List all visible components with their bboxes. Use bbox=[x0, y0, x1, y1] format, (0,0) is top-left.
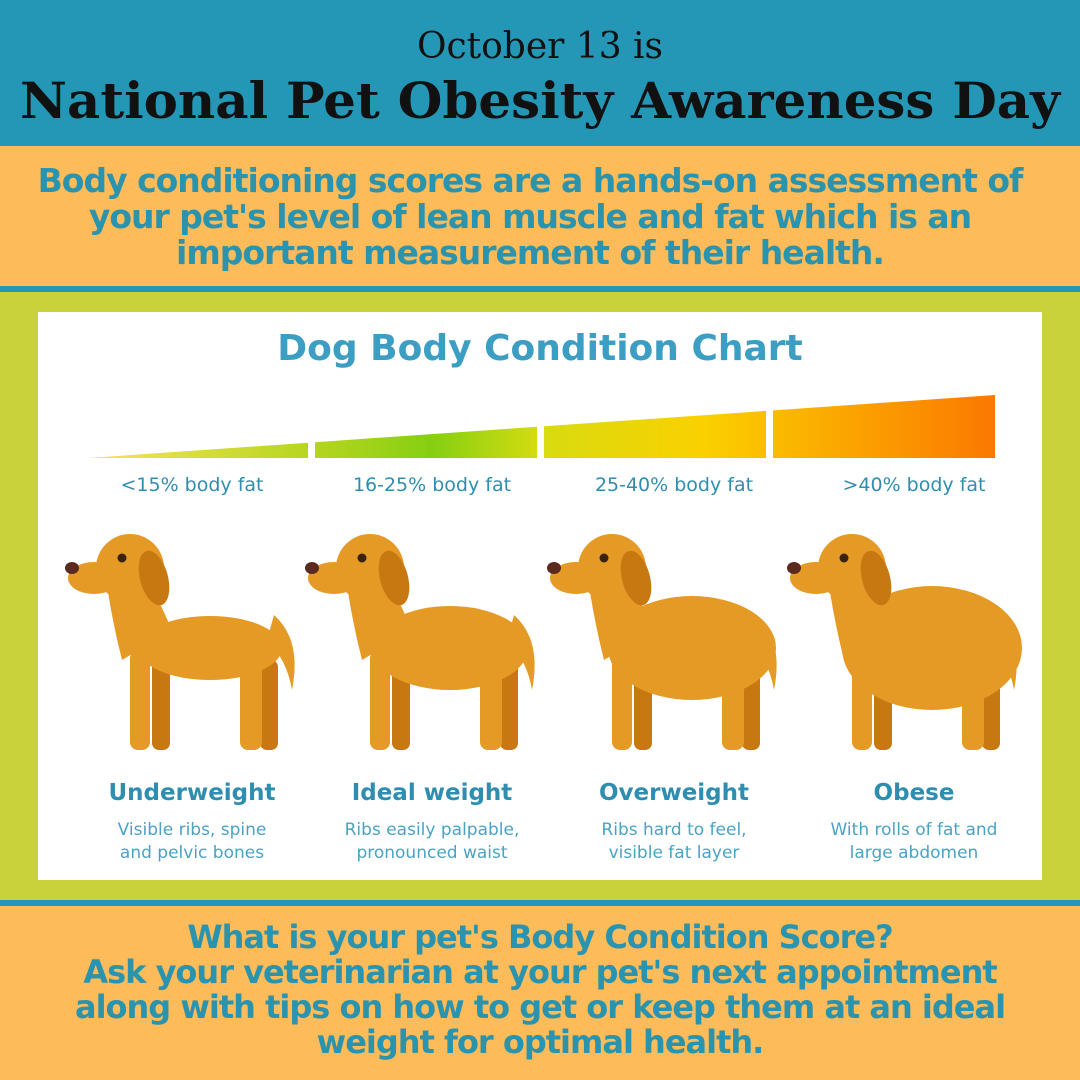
condition-description: pronounced waist bbox=[356, 843, 507, 863]
header-date: October 13 is bbox=[417, 26, 663, 67]
dog-illustration bbox=[787, 534, 1022, 750]
divider bbox=[0, 286, 1080, 292]
footer-line: Ask your veterinarian at your pet's next… bbox=[83, 953, 997, 991]
dog-eye bbox=[599, 553, 609, 563]
fat-scale bbox=[88, 395, 995, 458]
condition-description: Visible ribs, spine bbox=[118, 820, 267, 840]
dog-leg bbox=[130, 650, 150, 750]
condition-column: <15% body fat Underweight Visible ribs, sp… bbox=[65, 474, 295, 863]
divider bbox=[0, 900, 1080, 906]
scale-segment bbox=[544, 410, 766, 458]
condition-description: Ribs hard to feel, bbox=[601, 820, 746, 840]
dog-leg bbox=[962, 655, 984, 750]
dog-ear bbox=[620, 550, 652, 606]
condition-name: Ideal weight bbox=[352, 780, 513, 806]
intro-line: your pet's level of lean muscle and fat … bbox=[89, 197, 971, 236]
dog-nose bbox=[547, 562, 561, 574]
condition-column: 16-25% body fat Ideal weight Ribs easily p… bbox=[305, 474, 535, 863]
dog-snout bbox=[790, 562, 842, 594]
scale-segment bbox=[773, 395, 995, 458]
condition-name: Underweight bbox=[108, 780, 275, 806]
dog-eye bbox=[117, 553, 127, 563]
dog-illustration bbox=[547, 534, 777, 750]
condition-column: 25-40% body fat Overweight Ribs hard to fe… bbox=[547, 474, 777, 863]
condition-description: visible fat layer bbox=[609, 843, 740, 863]
condition-description: large abdomen bbox=[850, 843, 979, 863]
header-band bbox=[0, 0, 1080, 146]
condition-description: With rolls of fat and bbox=[831, 820, 998, 840]
dog-snout bbox=[550, 562, 602, 594]
condition-description: Ribs easily palpable, bbox=[345, 820, 520, 840]
columns: <15% body fat Underweight Visible ribs, sp… bbox=[65, 474, 1022, 863]
body-fat-label: 25-40% body fat bbox=[595, 474, 753, 496]
footer-line: What is your pet's Body Condition Score? bbox=[187, 918, 892, 956]
scale-segment bbox=[88, 442, 308, 458]
footer: What is your pet's Body Condition Score?… bbox=[75, 918, 1006, 1061]
divider bbox=[0, 146, 1080, 151]
dog-nose bbox=[65, 562, 79, 574]
condition-column: >40% body fat Obese With rolls of fat and l… bbox=[787, 474, 1022, 863]
intro-band bbox=[0, 151, 1080, 286]
dog-snout bbox=[308, 562, 360, 594]
dog-leg bbox=[392, 660, 410, 750]
dog-leg bbox=[152, 660, 170, 750]
dog-leg bbox=[722, 655, 744, 750]
body-fat-label: >40% body fat bbox=[842, 474, 985, 496]
dog-nose bbox=[305, 562, 319, 574]
dog-eye bbox=[839, 553, 849, 563]
chart-title: Dog Body Condition Chart bbox=[277, 328, 803, 369]
dog-ear bbox=[860, 550, 892, 606]
dog-eye bbox=[357, 553, 367, 563]
intro-line: important measurement of their health. bbox=[176, 233, 884, 272]
condition-name: Obese bbox=[874, 780, 955, 806]
dog-leg bbox=[480, 655, 502, 750]
dog-leg bbox=[500, 660, 518, 750]
dog-leg bbox=[260, 660, 278, 750]
scale-segment bbox=[315, 426, 537, 458]
footer-line: weight for optimal health. bbox=[317, 1023, 764, 1061]
dog-nose bbox=[787, 562, 801, 574]
dog-illustration bbox=[305, 534, 535, 750]
intro: Body conditioning scores are a hands-on … bbox=[38, 161, 1025, 272]
body-fat-label: <15% body fat bbox=[120, 474, 263, 496]
footer-line: along with tips on how to get or keep th… bbox=[75, 988, 1005, 1026]
dog-leg bbox=[370, 650, 390, 750]
dog-leg bbox=[852, 650, 872, 750]
body-fat-label: 16-25% body fat bbox=[353, 474, 511, 496]
intro-line: Body conditioning scores are a hands-on … bbox=[38, 161, 1024, 200]
condition-name: Overweight bbox=[599, 780, 749, 806]
dog-ear bbox=[378, 550, 410, 606]
dog-ear bbox=[138, 550, 170, 606]
dog-illustration bbox=[65, 534, 295, 750]
header-title: National Pet Obesity Awareness Day bbox=[20, 71, 1062, 130]
dog-snout bbox=[68, 562, 120, 594]
dog-leg bbox=[612, 650, 632, 750]
dog-leg bbox=[240, 655, 262, 750]
footer-band bbox=[0, 906, 1080, 1080]
condition-description: and pelvic bones bbox=[120, 843, 264, 863]
